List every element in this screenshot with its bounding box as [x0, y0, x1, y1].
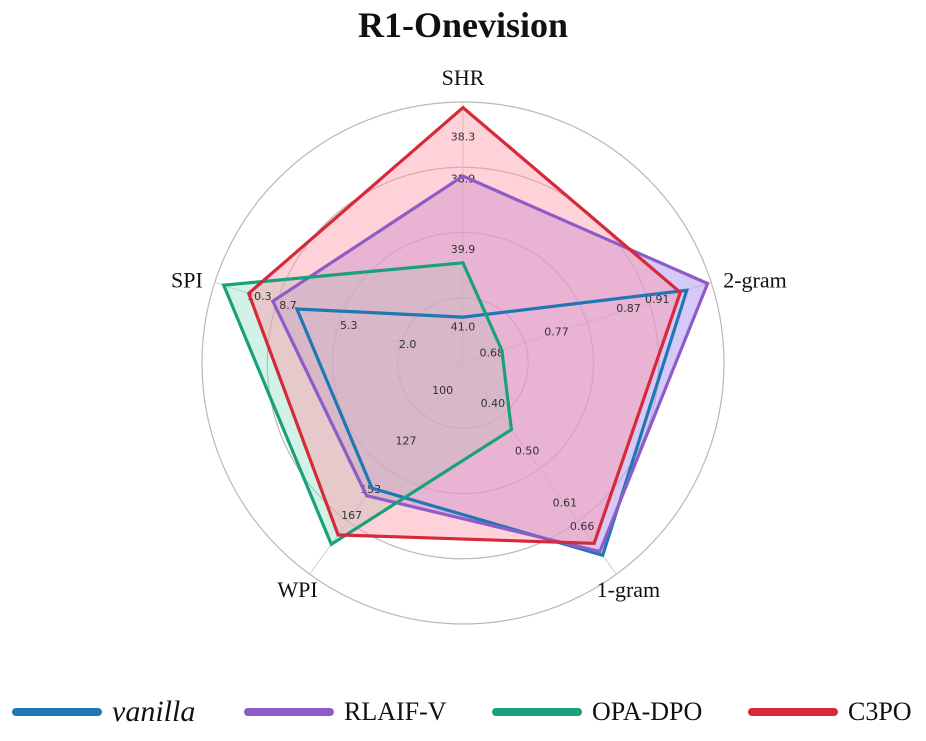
tick-label-1-gram: 0.40 — [481, 397, 506, 410]
axis-label-wpi: WPI — [277, 577, 317, 602]
axis-label-1-gram: 1-gram — [597, 577, 661, 602]
tick-label-2-gram: 0.77 — [544, 326, 569, 339]
axis-label-spi: SPI — [171, 267, 203, 292]
tick-label-spi: 5.3 — [340, 319, 358, 332]
legend: vanilla RLAIF-V OPA-DPO C3PO — [0, 690, 926, 734]
tick-label-1-gram: 0.66 — [570, 520, 595, 533]
tick-label-1-gram: 0.61 — [553, 496, 578, 509]
tick-label-shr: 39.9 — [451, 243, 476, 256]
tick-label-wpi: 167 — [341, 509, 362, 522]
tick-label-2-gram: 0.68 — [480, 347, 505, 360]
series-line-vanilla — [294, 288, 690, 558]
legend-label-c3po: C3PO — [848, 697, 912, 726]
tick-labels: 41.039.938.938.30.680.770.870.910.400.50… — [247, 130, 669, 533]
legend-item-rlaif-v: RLAIF-V — [244, 690, 447, 734]
tick-label-2-gram: 0.87 — [616, 302, 641, 315]
legend-label-opa-dpo: OPA-DPO — [592, 697, 703, 726]
series-line-c3po — [246, 105, 683, 546]
axis-labels: SHR 2-gram 1-gram WPI SPI — [171, 65, 787, 602]
tick-label-shr: 38.9 — [451, 173, 476, 186]
axis-label-shr: SHR — [442, 65, 485, 90]
series-line-rlaif-v — [270, 174, 710, 554]
chart-title: R1-Onevision — [357, 5, 569, 45]
series-lines — [221, 105, 710, 558]
legend-item-opa-dpo: OPA-DPO — [492, 690, 702, 734]
tick-label-shr: 38.3 — [451, 130, 476, 143]
legend-swatch-vanilla — [12, 708, 102, 716]
legend-item-c3po: C3PO — [748, 690, 912, 734]
series-fill-c3po — [248, 107, 681, 544]
tick-label-wpi: 127 — [395, 434, 416, 447]
tick-label-spi: 8.7 — [279, 299, 297, 312]
legend-label-vanilla: vanilla — [112, 695, 196, 728]
radar-chart: 41.039.938.938.30.680.770.870.910.400.50… — [171, 65, 787, 625]
tick-label-spi: 2.0 — [399, 338, 417, 351]
legend-item-vanilla: vanilla — [12, 690, 195, 734]
legend-label-rlaif-v: RLAIF-V — [344, 697, 447, 726]
tick-label-wpi: 100 — [432, 384, 453, 397]
legend-swatch-opa-dpo — [492, 708, 582, 716]
tick-label-1-gram: 0.50 — [515, 444, 540, 457]
axis-label-2-gram: 2-gram — [723, 267, 787, 292]
tick-label-spi: 10.3 — [247, 290, 272, 303]
legend-swatch-c3po — [748, 708, 838, 716]
tick-label-shr: 41.0 — [451, 321, 476, 334]
legend-swatch-rlaif-v — [244, 708, 334, 716]
